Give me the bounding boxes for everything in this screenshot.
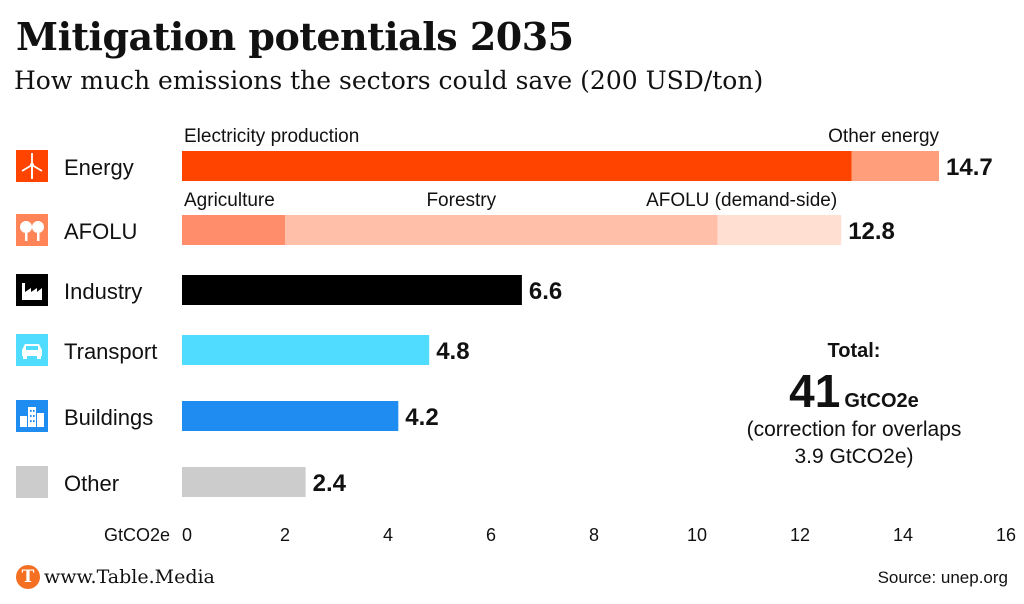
placeholder-icon [16,466,48,498]
segment-label-other-energy: Other energy [828,126,939,147]
bar-transport [182,335,430,365]
segment-label-electricity-production: Electricity production [184,126,359,147]
value-label-buildings: 4.2 [405,404,438,431]
bar-energy-electricity-production [182,151,852,181]
value-label-afolu: 12.8 [848,218,895,245]
segment-label-forestry: Forestry [426,190,496,211]
x-tick-6: 6 [486,525,496,545]
x-axis-unit-label: GtCO2e [104,525,170,545]
category-label-buildings: Buildings [64,405,153,430]
total-note-line1: (correction for overlaps [746,418,962,441]
site-link[interactable]: www.Table.Media [44,566,215,588]
x-tick-16: 16 [996,525,1016,545]
total-unit: GtCO2e [844,390,919,412]
factory-icon [16,274,48,306]
x-tick-10: 10 [687,525,707,545]
category-label-other: Other [64,471,119,496]
value-label-transport: 4.8 [436,338,469,365]
value-label-industry: 6.6 [529,278,562,305]
value-label-other: 2.4 [313,470,347,497]
bar-afolu-forestry [285,215,718,245]
bar-energy-other-energy [851,151,940,181]
wind-turbine-icon [16,150,48,182]
x-tick-8: 8 [589,525,599,545]
x-tick-14: 14 [893,525,913,545]
bar-afolu-afolu-demand-side [717,215,842,245]
bar-buildings [182,401,399,431]
category-label-transport: Transport [64,339,157,364]
bar-industry [182,275,522,305]
total-note-line2: 3.9 GtCO2e) [794,445,914,468]
category-label-energy: Energy [64,155,134,180]
car-icon [16,334,48,366]
value-label-energy: 14.7 [946,154,993,181]
table-media-logo[interactable]: T www.Table.Media [16,565,215,589]
category-label-afolu: AFOLU [64,219,137,244]
total-annotation: Total: 41 GtCO2e (correction for overlaps… [720,340,988,469]
category-label-industry: Industry [64,279,142,304]
trees-icon [16,214,48,246]
chart-title: Mitigation potentials 2035 [16,14,574,59]
buildings-icon [16,400,48,432]
source-note: Source: unep.org [877,568,1008,587]
x-tick-12: 12 [790,525,810,545]
x-tick-2: 2 [280,525,290,545]
bar-afolu-agriculture [182,215,285,245]
segment-label-agriculture: Agriculture [184,190,275,211]
logo-t-icon: T [16,565,40,589]
chart-subtitle: How much emissions the sectors could sav… [14,66,764,95]
x-tick-4: 4 [383,525,393,545]
total-value: 41 [789,365,841,417]
bar-other [182,467,306,497]
x-tick-0: 0 [182,525,192,545]
total-label: Total: [827,340,881,362]
segment-label-afolu-demand-side: AFOLU (demand-side) [646,190,837,211]
